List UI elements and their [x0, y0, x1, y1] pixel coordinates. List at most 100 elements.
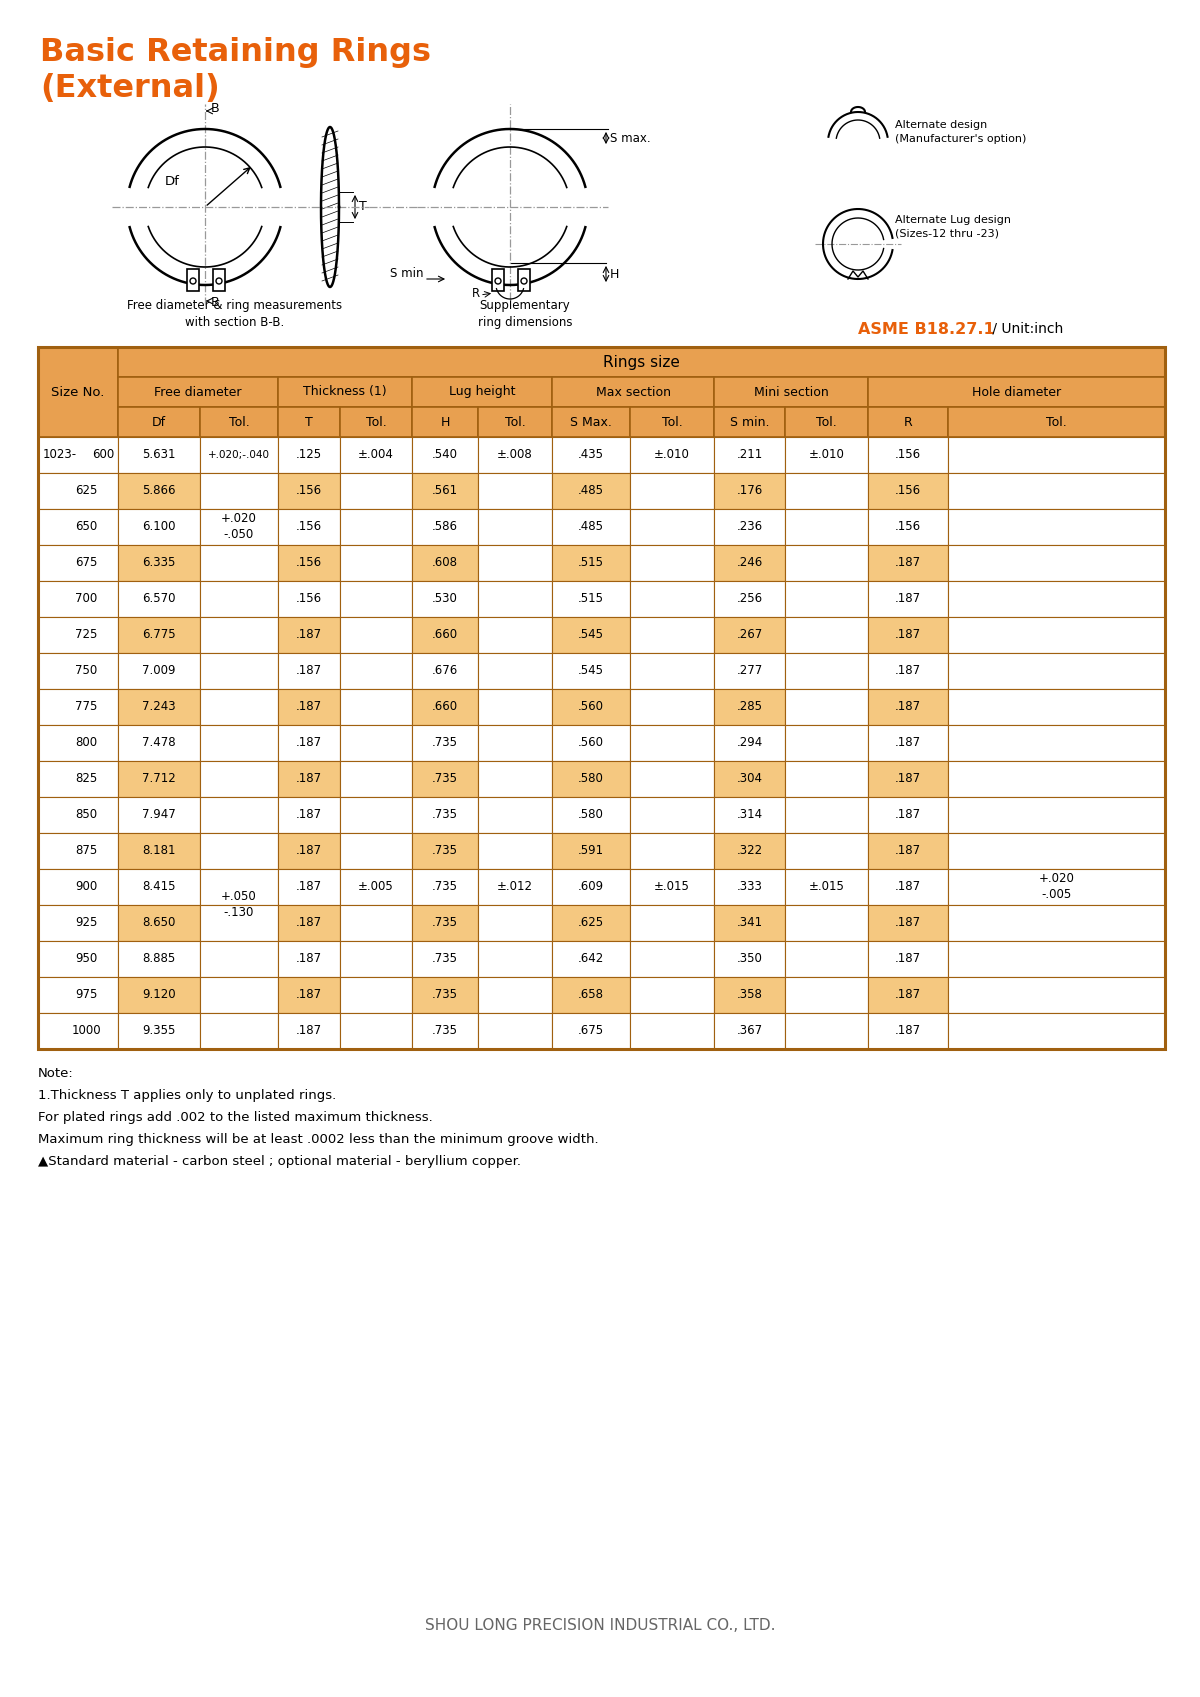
Bar	[552, 618, 630, 653]
Text: Rings size: Rings size	[604, 355, 680, 370]
Bar	[200, 905, 278, 942]
Bar	[630, 653, 714, 689]
Bar	[948, 618, 1165, 653]
Bar	[118, 473, 200, 509]
Bar	[340, 407, 412, 438]
Text: 7.478: 7.478	[142, 736, 176, 750]
Bar	[552, 1013, 630, 1049]
Bar	[714, 905, 785, 942]
Text: T: T	[305, 416, 313, 429]
Bar	[552, 798, 630, 833]
Bar	[340, 977, 412, 1013]
Text: Supplementary
ring dimensions: Supplementary ring dimensions	[478, 299, 572, 329]
Bar	[278, 689, 340, 725]
Bar	[478, 869, 552, 905]
Bar	[714, 869, 785, 905]
Text: 700: 700	[74, 592, 97, 606]
Text: .187: .187	[296, 988, 322, 1001]
Bar	[412, 977, 478, 1013]
Text: .187: .187	[895, 808, 922, 821]
Bar	[714, 580, 785, 618]
Bar	[38, 977, 118, 1013]
Bar	[478, 407, 552, 438]
Text: Alternate design
(Manufacturer's option): Alternate design (Manufacturer's option)	[895, 120, 1026, 144]
Bar	[340, 869, 412, 905]
Bar	[412, 798, 478, 833]
Bar	[278, 618, 340, 653]
Text: 7.712: 7.712	[142, 772, 176, 786]
Bar	[278, 833, 340, 869]
Text: .187: .187	[895, 665, 922, 677]
Text: 825: 825	[74, 772, 97, 786]
Bar	[412, 1013, 478, 1049]
Bar	[630, 473, 714, 509]
Bar	[118, 905, 200, 942]
Bar	[630, 905, 714, 942]
Text: 6.100: 6.100	[143, 521, 175, 533]
Text: .350: .350	[737, 952, 762, 966]
Bar	[340, 942, 412, 977]
Bar	[478, 833, 552, 869]
Text: Tol.: Tol.	[661, 416, 683, 429]
Text: 8.885: 8.885	[143, 952, 175, 966]
Bar	[948, 942, 1165, 977]
Text: 625: 625	[74, 485, 97, 497]
Text: 7.243: 7.243	[142, 701, 176, 713]
Text: .530: .530	[432, 592, 458, 606]
Bar	[785, 798, 868, 833]
Text: SHOU LONG PRECISION INDUSTRIAL CO., LTD.: SHOU LONG PRECISION INDUSTRIAL CO., LTD.	[425, 1617, 775, 1633]
Text: .187: .187	[296, 916, 322, 930]
Text: 950: 950	[74, 952, 97, 966]
Text: .187: .187	[895, 845, 922, 857]
Bar	[868, 580, 948, 618]
Bar	[478, 760, 552, 798]
Text: -.130: -.130	[224, 906, 254, 920]
Bar	[714, 473, 785, 509]
Bar	[552, 942, 630, 977]
Bar	[412, 869, 478, 905]
Bar	[948, 473, 1165, 509]
Bar	[200, 942, 278, 977]
Bar	[38, 833, 118, 869]
Bar	[278, 942, 340, 977]
Bar	[200, 580, 278, 618]
Text: .735: .735	[432, 952, 458, 966]
Text: -.005: -.005	[1042, 889, 1072, 901]
Text: For plated rings add .002 to the listed maximum thickness.: For plated rings add .002 to the listed …	[38, 1112, 433, 1123]
Text: S Max.: S Max.	[570, 416, 612, 429]
Bar	[948, 869, 1165, 905]
Bar	[630, 977, 714, 1013]
Text: .367: .367	[737, 1025, 762, 1037]
Text: .211: .211	[737, 448, 763, 462]
Bar	[200, 798, 278, 833]
Bar	[714, 798, 785, 833]
Text: 7.009: 7.009	[143, 665, 175, 677]
Text: .540: .540	[432, 448, 458, 462]
Text: ±.008: ±.008	[497, 448, 533, 462]
Ellipse shape	[496, 278, 502, 283]
Bar	[552, 833, 630, 869]
Text: Free diameter: Free diameter	[155, 385, 241, 399]
Bar	[38, 905, 118, 942]
Bar	[785, 438, 868, 473]
Bar	[340, 653, 412, 689]
Bar	[785, 618, 868, 653]
Bar	[412, 377, 552, 407]
Bar	[552, 509, 630, 545]
Bar	[38, 618, 118, 653]
Bar	[630, 869, 714, 905]
Bar	[200, 725, 278, 760]
Text: .187: .187	[296, 736, 322, 750]
Text: .485: .485	[578, 485, 604, 497]
Text: .735: .735	[432, 916, 458, 930]
Text: .735: .735	[432, 808, 458, 821]
Bar	[785, 407, 868, 438]
Text: .561: .561	[432, 485, 458, 497]
Bar	[340, 760, 412, 798]
Text: .658: .658	[578, 988, 604, 1001]
Bar	[200, 760, 278, 798]
Text: .156: .156	[296, 521, 322, 533]
Bar	[948, 760, 1165, 798]
Bar	[630, 438, 714, 473]
Text: .277: .277	[737, 665, 763, 677]
